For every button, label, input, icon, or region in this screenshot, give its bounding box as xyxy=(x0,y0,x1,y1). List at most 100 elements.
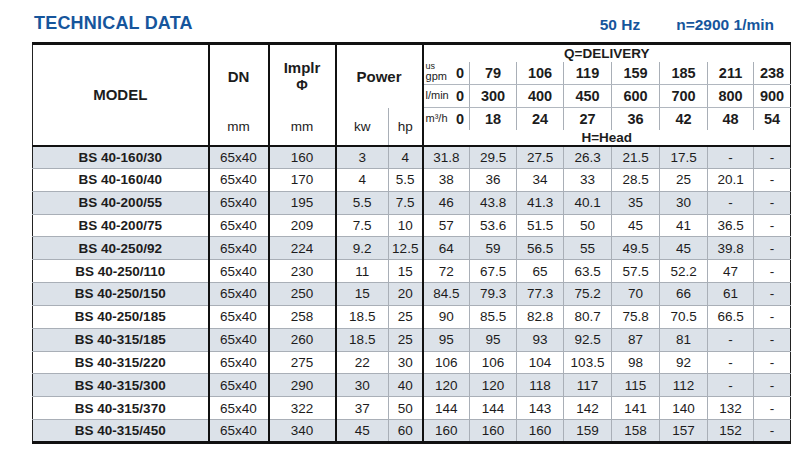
gpm-value: 79 xyxy=(470,62,517,85)
head-value-cell: 28.5 xyxy=(612,168,660,191)
head-value-cell: 80.7 xyxy=(564,305,612,328)
head-value-cell: - xyxy=(754,305,791,328)
m3h-value: 18 xyxy=(470,108,517,130)
head-value-cell: 36.5 xyxy=(708,214,754,237)
head-value-cell: - xyxy=(754,214,791,237)
head-value-cell: 57.5 xyxy=(612,260,660,283)
head-value-cell: 31.8 xyxy=(423,146,470,169)
m3h-value: 24 xyxy=(517,108,564,130)
impeller-label: Implr xyxy=(284,59,321,76)
head-value-cell: 56.5 xyxy=(517,237,564,260)
m3h-zero-value: 0 xyxy=(456,111,464,127)
model-cell: BS 40-315/300 xyxy=(33,374,209,397)
head-value-cell: - xyxy=(754,374,791,397)
title-bar: TECHNICAL DATA 50 Hz n=2900 1/min xyxy=(0,0,800,40)
model-cell: BS 40-200/75 xyxy=(33,214,209,237)
m3h-value: 36 xyxy=(612,108,660,130)
head-value-cell: 106 xyxy=(470,351,517,374)
head-value-cell: 90 xyxy=(423,305,470,328)
head-value-cell: 140 xyxy=(660,397,708,420)
model-cell: BS 40-250/92 xyxy=(33,237,209,260)
lmin-value: 600 xyxy=(612,85,660,108)
frequency-speed-group: 50 Hz n=2900 1/min xyxy=(600,16,774,34)
head-value-cell: 55 xyxy=(564,237,612,260)
model-cell: BS 40-160/30 xyxy=(33,146,209,169)
model-cell: BS 40-160/40 xyxy=(33,168,209,191)
lmin-zero-value: 0 xyxy=(456,88,464,104)
power-hp-cell: 30 xyxy=(389,351,423,374)
head-value-cell: - xyxy=(754,260,791,283)
head-value-cell: 142 xyxy=(564,397,612,420)
head-value-cell: 95 xyxy=(423,328,470,351)
power-kw-cell: 4 xyxy=(336,168,389,191)
table-row: BS 40-250/92 65x40 224 9.2 12.5 64 59 56… xyxy=(33,237,791,260)
table-row: BS 40-315/370 65x40 322 37 50 144 144 14… xyxy=(33,397,791,420)
impeller-cell: 258 xyxy=(269,305,336,328)
lmin-unit-label: l/min xyxy=(426,90,449,102)
head-value-cell: 82.8 xyxy=(517,305,564,328)
lmin-value: 300 xyxy=(470,85,517,108)
power-hp-cell: 12.5 xyxy=(389,237,423,260)
dn-unit-label: mm xyxy=(209,108,269,146)
flow-unit-gpm-cell: usgpm 0 xyxy=(423,62,470,85)
head-value-cell: 75.8 xyxy=(612,305,660,328)
gpm-zero-value: 0 xyxy=(456,65,464,81)
dn-cell: 65x40 xyxy=(209,351,269,374)
head-value-cell: 106 xyxy=(423,351,470,374)
model-cell: BS 40-315/220 xyxy=(33,351,209,374)
head-value-cell: 92.5 xyxy=(564,328,612,351)
head-value-cell: 45 xyxy=(660,237,708,260)
head-value-cell: 25 xyxy=(660,168,708,191)
model-cell: BS 40-250/185 xyxy=(33,305,209,328)
head-value-cell: 53.6 xyxy=(470,214,517,237)
head-value-cell: - xyxy=(708,328,754,351)
impeller-cell: 170 xyxy=(269,168,336,191)
power-kw-cell: 9.2 xyxy=(336,237,389,260)
head-value-cell: 120 xyxy=(423,374,470,397)
impeller-cell: 209 xyxy=(269,214,336,237)
speed-label: n=2900 1/min xyxy=(676,16,774,34)
power-kw-cell: 7.5 xyxy=(336,214,389,237)
dn-cell: 65x40 xyxy=(209,214,269,237)
head-value-cell: 104 xyxy=(517,351,564,374)
head-value-cell: 35 xyxy=(612,191,660,214)
head-value-cell: 51.5 xyxy=(517,214,564,237)
head-value-cell: 70.5 xyxy=(660,305,708,328)
impeller-cell: 160 xyxy=(269,146,336,169)
table-row: BS 40-200/55 65x40 195 5.5 7.5 46 43.8 4… xyxy=(33,191,791,214)
power-kw-cell: 18.5 xyxy=(336,305,389,328)
power-hp-cell: 7.5 xyxy=(389,191,423,214)
power-hp-cell: 10 xyxy=(389,214,423,237)
dn-cell: 65x40 xyxy=(209,374,269,397)
head-value-cell: 57 xyxy=(423,214,470,237)
head-value-cell: - xyxy=(708,191,754,214)
impeller-cell: 260 xyxy=(269,328,336,351)
head-value-cell: 40.1 xyxy=(564,191,612,214)
head-value-cell: 49.5 xyxy=(612,237,660,260)
head-value-cell: - xyxy=(754,146,791,169)
model-cell: BS 40-315/450 xyxy=(33,420,209,443)
head-value-cell: 112 xyxy=(660,374,708,397)
power-hp-cell: 15 xyxy=(389,260,423,283)
head-value-cell: 67.5 xyxy=(470,260,517,283)
impeller-cell: 275 xyxy=(269,351,336,374)
model-cell: BS 40-250/150 xyxy=(33,283,209,306)
dn-cell: 65x40 xyxy=(209,328,269,351)
head-value-cell: 87 xyxy=(612,328,660,351)
head-value-cell: 132 xyxy=(708,397,754,420)
power-kw-cell: 37 xyxy=(336,397,389,420)
head-value-cell: 160 xyxy=(423,420,470,443)
gpm-unit-label: usgpm xyxy=(426,62,447,83)
head-value-cell: - xyxy=(754,351,791,374)
flow-unit-lmin-cell: l/min 0 xyxy=(423,85,470,108)
power-hp-cell: 50 xyxy=(389,397,423,420)
m3h-value: 27 xyxy=(564,108,612,130)
dn-cell: 65x40 xyxy=(209,305,269,328)
head-value-cell: 66.5 xyxy=(708,305,754,328)
head-value-cell: 158 xyxy=(612,420,660,443)
head-value-cell: 81 xyxy=(660,328,708,351)
table-row: BS 40-250/185 65x40 258 18.5 25 90 85.5 … xyxy=(33,305,791,328)
table-row: BS 40-250/150 65x40 250 15 20 84.5 79.3 … xyxy=(33,283,791,306)
head-value-cell: 77.3 xyxy=(517,283,564,306)
head-value-cell: 66 xyxy=(660,283,708,306)
